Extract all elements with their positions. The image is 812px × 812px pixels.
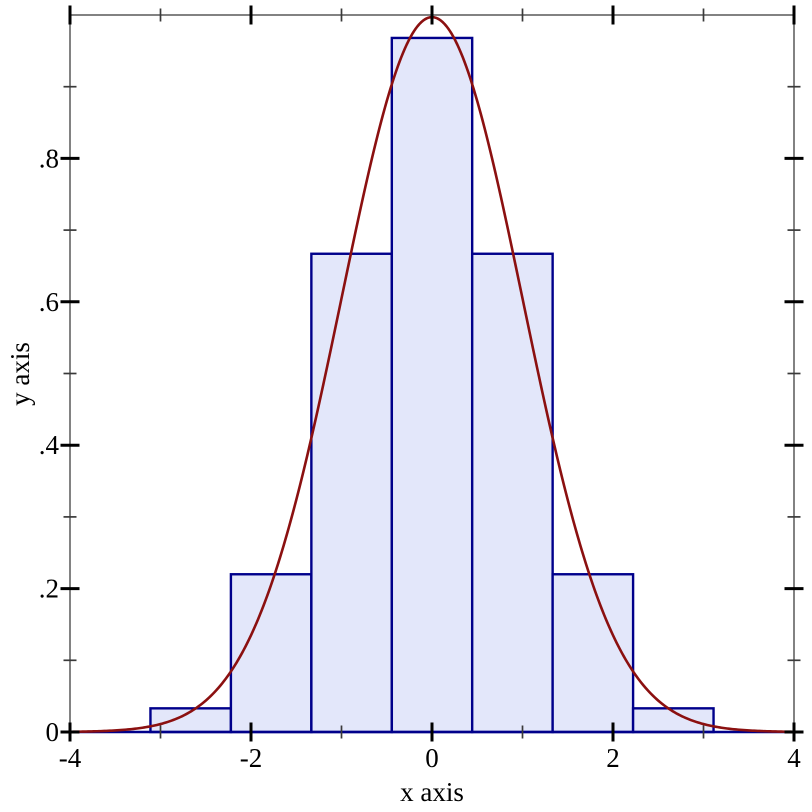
y-tick-label: .2 bbox=[39, 574, 59, 604]
histogram-bar bbox=[390, 36, 474, 734]
y-tick-label: .6 bbox=[39, 287, 59, 317]
histogram-bar bbox=[229, 573, 313, 734]
y-tick-label: .4 bbox=[39, 430, 60, 460]
y-axis-label: y axis bbox=[5, 342, 35, 406]
y-tick-label: .8 bbox=[39, 143, 59, 173]
histogram-bar bbox=[310, 252, 394, 734]
x-tick-label: -4 bbox=[59, 743, 82, 773]
y-tick-label: 0 bbox=[46, 717, 60, 747]
histogram-bar bbox=[470, 252, 554, 734]
x-tick-label: 2 bbox=[606, 743, 620, 773]
x-tick-label: -2 bbox=[240, 743, 263, 773]
x-tick-label: 4 bbox=[787, 743, 801, 773]
x-tick-label: 0 bbox=[425, 743, 439, 773]
x-axis-label: x axis bbox=[400, 777, 464, 807]
